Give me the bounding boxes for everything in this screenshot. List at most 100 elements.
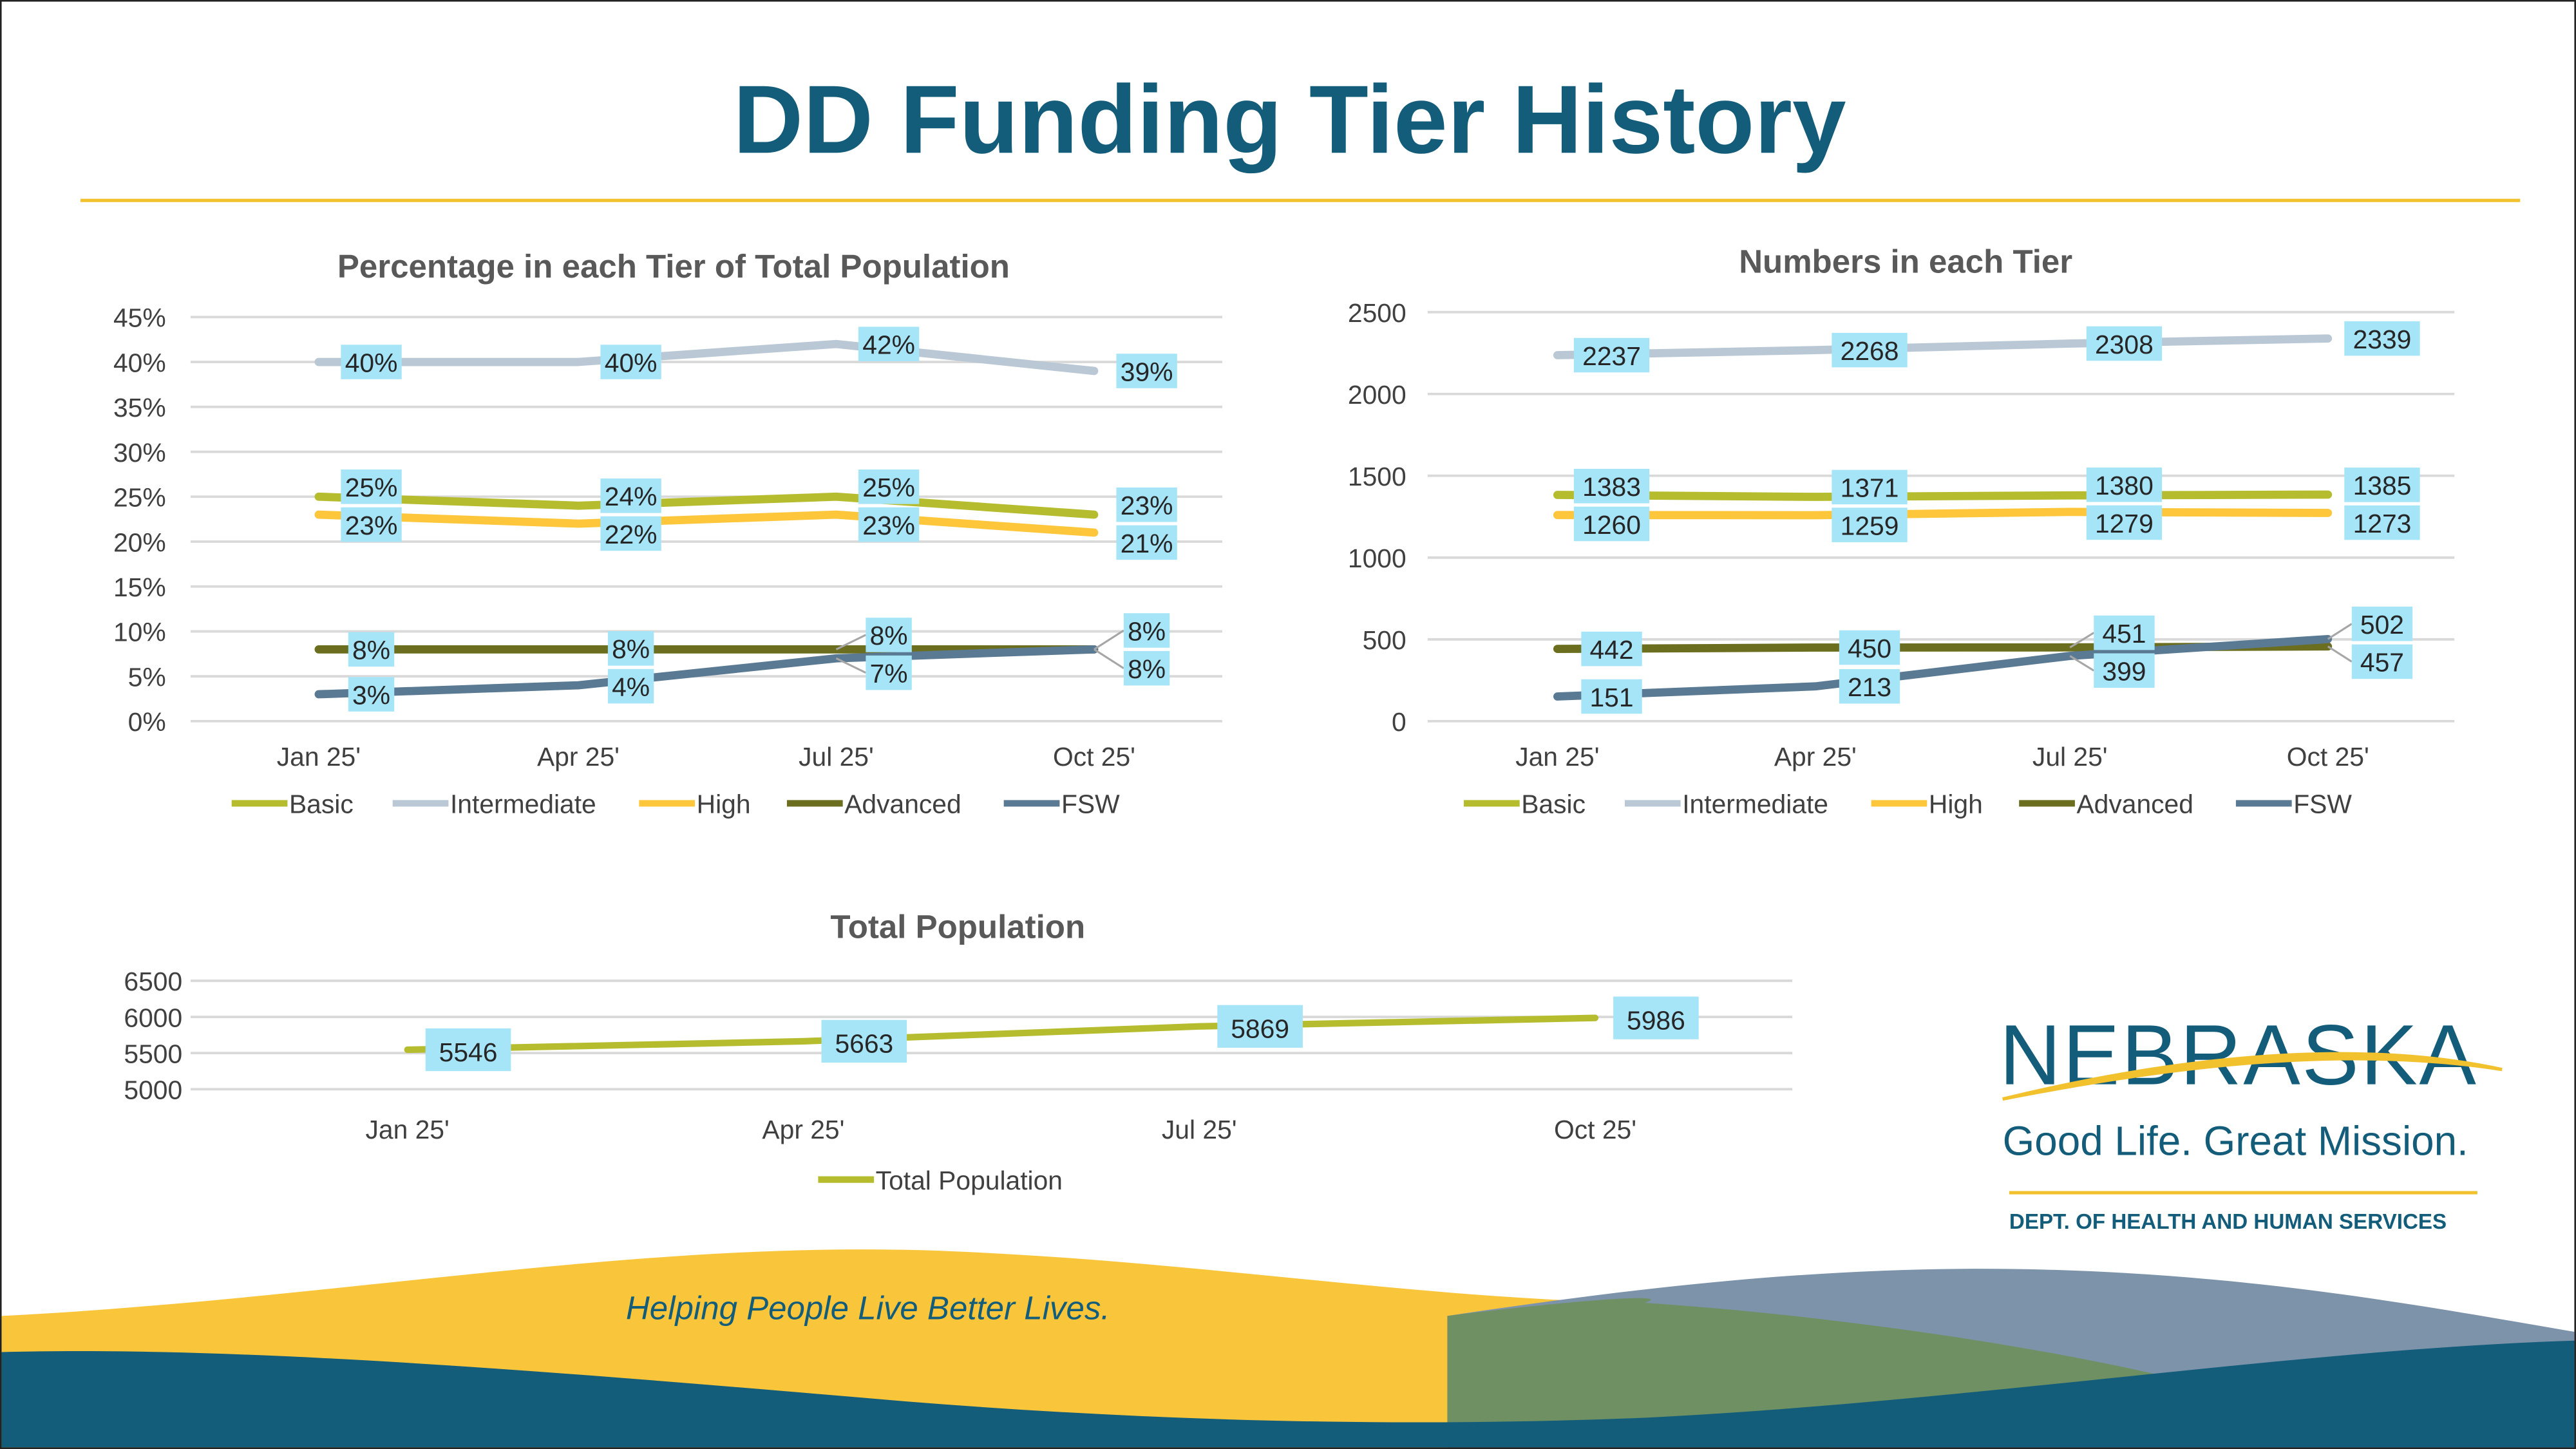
data-label-box (2094, 653, 2155, 688)
y-tick-label: 0 (1392, 707, 1406, 737)
data-label-box (2094, 615, 2155, 650)
data-label: 2339 (2353, 325, 2412, 354)
data-label-box (858, 327, 920, 361)
data-label: 4% (612, 672, 650, 702)
data-label: 5546 (439, 1037, 498, 1067)
y-tick-label: 6500 (124, 967, 182, 996)
legend-label: FSW (1061, 790, 1120, 819)
data-label: 42% (862, 330, 915, 359)
data-label-box (1573, 468, 1650, 504)
data-label-box (425, 1028, 511, 1072)
y-tick-label: 25% (113, 483, 166, 513)
data-label-box (341, 507, 402, 542)
data-label-box (1116, 354, 1177, 388)
data-label: 1273 (2353, 509, 2412, 538)
data-label: 23% (1121, 491, 1173, 520)
data-label: 399 (2102, 657, 2146, 687)
x-tick-label: Oct 25' (1554, 1115, 1636, 1144)
y-tick-label: 45% (113, 303, 166, 333)
y-tick-label: 6000 (124, 1003, 182, 1032)
teal-wave (1, 1340, 2575, 1448)
legend-label: Basic (1521, 790, 1586, 819)
chart-title: Percentage in each Tier of Total Populat… (337, 248, 1010, 285)
data-label: 23% (345, 511, 398, 540)
data-label: 1371 (1841, 473, 1899, 503)
data-label: 23% (862, 511, 915, 540)
data-point (1557, 696, 1558, 697)
y-tick-label: 500 (1363, 625, 1406, 655)
x-tick-label: Oct 25' (1053, 742, 1135, 772)
data-label: 457 (2360, 648, 2404, 677)
data-label-box (600, 516, 661, 551)
data-label: 21% (1121, 529, 1173, 558)
data-label: 451 (2102, 619, 2146, 649)
x-tick-label: Jan 25' (277, 742, 361, 772)
data-label: 8% (1128, 616, 1166, 646)
data-label: 1380 (2095, 471, 2154, 500)
data-label-box (866, 618, 912, 652)
y-tick-label: 35% (113, 393, 166, 422)
data-label-box (2344, 321, 2420, 356)
data-label-box (1573, 506, 1650, 542)
data-point (1815, 647, 1816, 648)
series-line-basic (1553, 490, 2333, 501)
data-label: 2308 (2095, 330, 2154, 359)
data-label-box (2086, 326, 2163, 361)
data-point (578, 361, 579, 363)
series-line-intermediate (314, 339, 1099, 375)
data-label-box (600, 345, 661, 379)
data-label-leader (1094, 629, 1124, 650)
data-label: 5869 (1231, 1014, 1289, 1044)
series-line-high (1553, 507, 2333, 520)
data-point (1094, 370, 1095, 372)
data-label: 151 (1589, 683, 1633, 712)
data-label: 39% (1121, 357, 1173, 386)
data-point (578, 685, 579, 686)
logo-department: DEPT. OF HEALTH AND HUMAN SERVICES (2009, 1209, 2447, 1234)
x-tick-label: Oct 25' (2287, 742, 2369, 772)
legend-label: FSW (2293, 790, 2352, 819)
data-label-box (2344, 468, 2420, 502)
y-tick-label: 20% (113, 527, 166, 557)
logo-slogan: Good Life. Great Mission. (2002, 1119, 2468, 1165)
data-label-box (1116, 487, 1177, 522)
data-label-leader (835, 657, 867, 674)
x-tick-label: Jul 25' (799, 742, 874, 772)
footer-tagline: Helping People Live Better Lives. (625, 1291, 1110, 1328)
y-tick-label: 30% (113, 438, 166, 468)
logo-name: NEBRASKA (1999, 1009, 2478, 1104)
y-tick-label: 2500 (1348, 298, 1406, 328)
data-label-box (2344, 505, 2420, 540)
data-label-box (2351, 644, 2413, 679)
data-label: 8% (612, 634, 650, 664)
data-label: 25% (345, 473, 398, 502)
data-label: 450 (1848, 634, 1891, 663)
data-label-box (1839, 630, 1900, 665)
data-point (1815, 515, 1816, 516)
data-label: 2237 (1582, 341, 1641, 371)
data-point (578, 649, 579, 650)
data-label: 1383 (1582, 472, 1641, 502)
page-title: DD Funding Tier History (733, 66, 1846, 175)
legend-label: Intermediate (1682, 790, 1828, 819)
data-label-box (1832, 507, 1908, 542)
y-tick-label: 40% (113, 348, 166, 377)
data-label-leader (1094, 649, 1124, 669)
data-label: 22% (605, 520, 658, 549)
data-label-leader (835, 634, 867, 650)
data-label-leader (2327, 623, 2353, 640)
data-label-box (821, 1019, 907, 1063)
series-line-fsw (314, 645, 1099, 699)
data-label-box (600, 478, 661, 513)
data-label-box (1832, 469, 1908, 505)
data-label: 2268 (1841, 336, 1899, 366)
data-label-box (1123, 650, 1170, 686)
data-label-box (1613, 996, 1699, 1039)
data-label: 3% (352, 680, 390, 710)
data-label-box (607, 668, 654, 704)
